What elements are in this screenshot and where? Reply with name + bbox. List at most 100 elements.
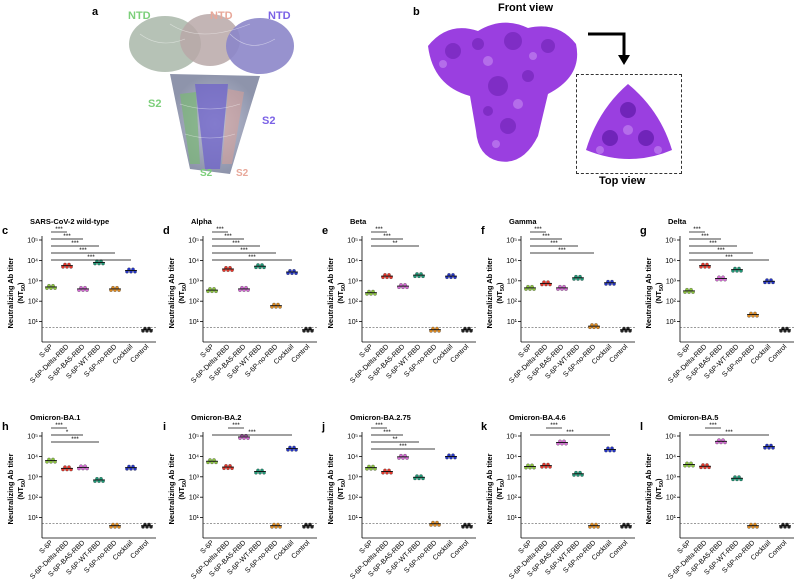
top-view-title: Top view [599, 175, 646, 187]
significance-label: *** [701, 233, 709, 240]
data-point [115, 522, 119, 527]
significance-label: *** [550, 422, 558, 429]
data-point [83, 464, 87, 468]
y-axis-label: Neutralizing Ab titer(NT50) [485, 257, 506, 328]
panel-letter-k: k [481, 421, 488, 433]
significance-label: *** [399, 443, 407, 450]
panel-h: h Omicron-BA.1 Neutralizing Ab titer(NT50)… [2, 413, 156, 581]
data-point [224, 464, 228, 468]
significance-label: *** [383, 429, 391, 436]
data-point [622, 326, 626, 331]
significance-label: *** [71, 436, 79, 443]
y-axis-label-line2: (NT [177, 291, 186, 304]
data-point [369, 292, 373, 296]
data-point [294, 448, 298, 452]
data-point [401, 285, 405, 290]
y-tick-label: 10² [666, 299, 677, 306]
data-point [735, 477, 739, 482]
panel-title-d: Alpha [191, 217, 213, 226]
panel-title-h: Omicron-BA.1 [30, 413, 80, 422]
panel-c: c SARS-CoV-2 wild-type Neutralizing Ab tit… [2, 217, 156, 385]
data-point [465, 525, 469, 529]
s2-label-green: S2 [148, 98, 162, 110]
y-tick-label: 10² [507, 495, 518, 502]
y-axis-label-close: ) [336, 282, 345, 285]
y-axis-label-sub: 50 [659, 481, 665, 487]
data-point [687, 290, 691, 294]
data-point [435, 326, 439, 331]
data-point [685, 287, 689, 292]
x-tick-label: Control [129, 539, 150, 560]
data-point [141, 525, 145, 529]
data-point [787, 525, 791, 529]
y-axis-label-sub: 50 [500, 285, 506, 291]
panel-j: j Omicron-BA.2.75 Neutralizing Ab titer(NT… [321, 413, 476, 581]
data-point [405, 285, 409, 290]
ntd-label-salmon: NTD [210, 10, 233, 22]
significance-label: *** [375, 422, 383, 429]
data-point [524, 287, 528, 291]
data-point [781, 326, 785, 331]
data-point [403, 283, 407, 287]
y-axis-label-line2: (NT [654, 291, 663, 304]
y-axis-label-close: ) [177, 282, 186, 285]
y-tick-label: 10¹ [666, 515, 677, 522]
data-point [367, 289, 371, 294]
panel-letter-e: e [322, 225, 328, 237]
data-point [463, 522, 467, 527]
data-point [143, 522, 147, 527]
significance-label: *** [63, 233, 71, 240]
panel-title-e: Beta [350, 217, 367, 226]
front-view-title: Front view [498, 2, 554, 14]
data-point [149, 525, 153, 529]
y-tick-label: 10¹ [189, 319, 200, 326]
data-point [532, 287, 536, 291]
significance-label: *** [240, 247, 248, 254]
ntd-label-purple: NTD [268, 10, 291, 22]
significance-label: *** [375, 226, 383, 233]
data-point [81, 466, 85, 471]
data-point [113, 525, 117, 529]
data-point [373, 292, 377, 296]
y-axis-label: Neutralizing Ab titer(NT50) [6, 257, 27, 328]
data-point [528, 287, 532, 291]
y-axis-label-line2: (NT [495, 291, 504, 304]
panel-l: l Omicron-BA.5 Neutralizing Ab titer(NT50)… [640, 413, 794, 581]
data-point [246, 436, 250, 440]
y-axis-label-line1: Neutralizing Ab titer [644, 257, 653, 328]
data-point [612, 282, 616, 286]
y-axis-label: Neutralizing Ab titer(NT50) [167, 257, 188, 328]
data-point [228, 464, 232, 468]
data-point [755, 314, 759, 318]
significance-label: *** [534, 226, 542, 233]
data-point [467, 522, 471, 527]
data-point [628, 525, 632, 529]
y-axis-label-line2: (NT [495, 487, 504, 500]
data-point [755, 525, 759, 529]
top-view-box [576, 74, 682, 174]
data-point [397, 285, 401, 290]
y-tick-label: 10² [28, 495, 39, 502]
y-axis-label-line2: (NT [654, 487, 663, 500]
data-point [751, 525, 755, 529]
data-point [304, 522, 308, 527]
x-tick-label: Control [449, 343, 470, 364]
significance-label: *** [566, 429, 574, 436]
y-axis-label-line1: Neutralizing Ab titer [326, 257, 335, 328]
y-axis-label-line2: (NT [16, 487, 25, 500]
significance-label: *** [232, 422, 240, 429]
panel-letter-f: f [481, 225, 485, 237]
panel-title-g: Delta [668, 217, 687, 226]
data-point [620, 525, 624, 529]
data-point [785, 326, 789, 331]
y-axis-label-line1: Neutralizing Ab titer [326, 453, 335, 524]
y-tick-label: 10⁴ [27, 454, 38, 461]
y-tick-label: 10³ [507, 278, 518, 285]
data-point [626, 522, 630, 527]
significance-label: *** [558, 247, 566, 254]
y-tick-label: 10³ [28, 474, 39, 481]
data-point [302, 525, 306, 529]
s2-label-green-lower: S2 [200, 168, 213, 179]
